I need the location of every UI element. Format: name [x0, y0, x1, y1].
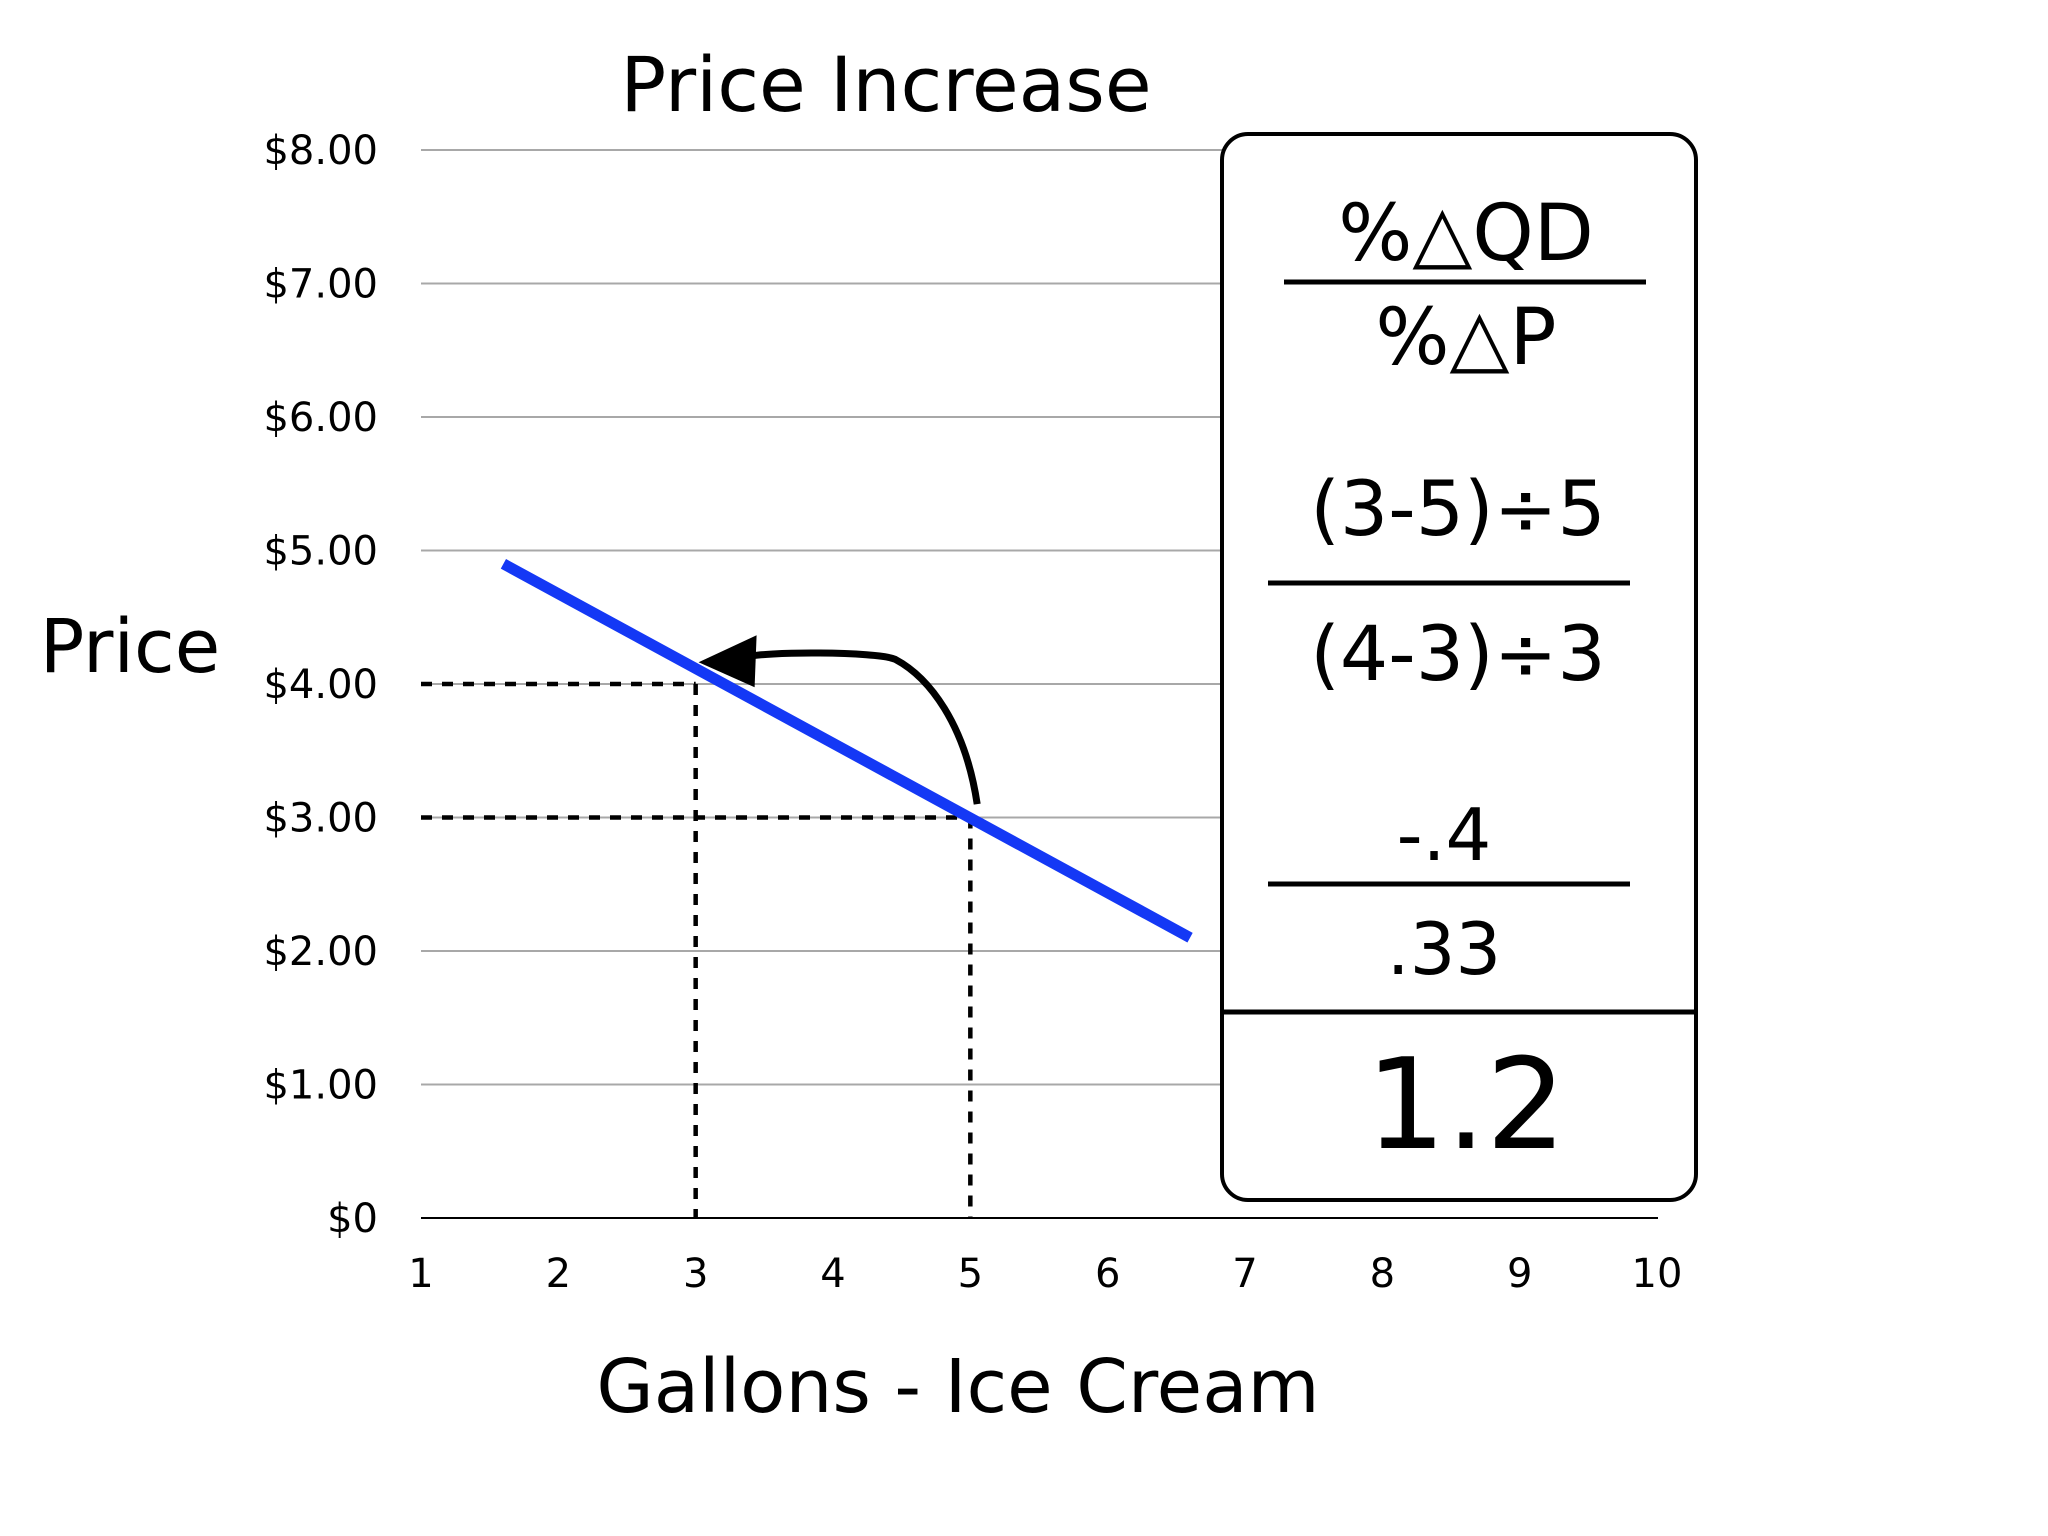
x-tick-label: 9	[1507, 1251, 1532, 1297]
y-tick-label: $4.00	[263, 662, 378, 708]
demand-series	[500, 559, 1193, 943]
x-axis-ticks: 1 2 3 4 5 6 7 8 9 10	[408, 1251, 1682, 1297]
y-tick-label: $6.00	[263, 395, 378, 441]
y-tick-label: $5.00	[263, 529, 378, 575]
x-tick-label: 1	[408, 1251, 433, 1297]
definition-denominator: %△P	[1375, 293, 1556, 383]
y-tick-label: $1.00	[263, 1063, 378, 1109]
arrow-curve	[745, 649, 981, 805]
y-tick-label: $3.00	[263, 796, 378, 842]
calc-numerator: (3-5)÷5	[1310, 464, 1605, 553]
x-tick-label: 7	[1232, 1251, 1257, 1297]
y-tick-label: $7.00	[263, 262, 378, 308]
value-numerator: -.4	[1397, 793, 1492, 877]
y-tick-label: $2.00	[263, 929, 378, 975]
arrow-head	[698, 635, 757, 688]
reference-guides	[421, 681, 973, 1218]
x-tick-label: 4	[820, 1251, 845, 1297]
result-value: 1.2	[1366, 1031, 1566, 1178]
y-tick-label: $8.00	[263, 128, 378, 174]
y-tick-label: $0	[327, 1196, 378, 1242]
y-axis-ticks: $0 $1.00 $2.00 $3.00 $4.00 $5.00 $6.00 $7.00 $8.…	[263, 128, 378, 1242]
x-axis-label: Gallons - Ice Cream	[596, 1344, 1319, 1430]
x-tick-label: 3	[683, 1251, 708, 1297]
demand-line	[500, 559, 1193, 943]
definition-numerator: %△QD	[1338, 189, 1594, 279]
x-tick-label: 10	[1632, 1251, 1683, 1297]
x-tick-label: 5	[958, 1251, 983, 1297]
x-tick-label: 6	[1095, 1251, 1120, 1297]
chart-title: Price Increase	[620, 40, 1151, 129]
value-denominator: .33	[1387, 907, 1502, 991]
x-tick-label: 2	[546, 1251, 571, 1297]
price-change-arrow	[698, 635, 981, 805]
x-tick-label: 8	[1370, 1251, 1395, 1297]
formula-panel-box	[1220, 132, 1698, 1202]
calc-denominator: (4-3)÷3	[1310, 609, 1605, 698]
y-axis-label: Price	[40, 604, 221, 690]
elasticity-formula-panel: %△QD %△P (3-5)÷5 (4-3)÷3 -.4 .33 1.2	[1220, 132, 1698, 1202]
